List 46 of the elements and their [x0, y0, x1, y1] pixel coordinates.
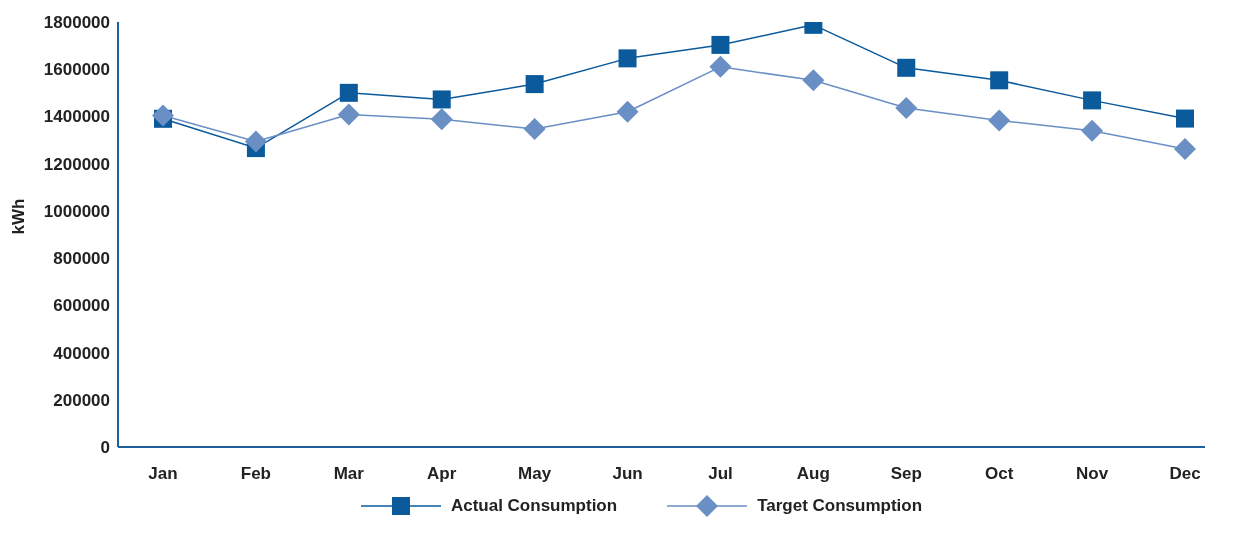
y-tick-label: 1600000 [43, 60, 110, 80]
point [430, 108, 453, 131]
point [802, 69, 825, 92]
point [523, 117, 546, 140]
point [244, 130, 267, 153]
x-tick-label: Mar [333, 464, 365, 484]
point [339, 83, 358, 102]
point [337, 103, 360, 126]
x-tick-label: Jan [148, 464, 178, 484]
point [618, 49, 637, 68]
point [990, 71, 1009, 90]
x-tick-label: Nov [1076, 464, 1109, 484]
point [897, 58, 916, 77]
y-tick-label: 1400000 [43, 107, 110, 127]
point [988, 109, 1011, 132]
x-tick-label: Aug [796, 464, 830, 484]
x-tick-label: Feb [240, 464, 272, 484]
point [895, 96, 918, 119]
point [616, 100, 639, 123]
point [432, 90, 451, 109]
point [711, 35, 730, 54]
x-tick-label: Jul [708, 464, 733, 484]
point [525, 75, 544, 94]
x-tick-label: Oct [985, 464, 1014, 484]
y-tick-label: 1800000 [43, 13, 110, 33]
y-tick-label: 800000 [53, 249, 110, 269]
x-tick-label: Dec [1169, 464, 1201, 484]
point [709, 55, 732, 78]
y-tick-label: 600000 [53, 296, 110, 316]
x-tick-label: Apr [427, 464, 457, 484]
y-tick-label: 200000 [53, 390, 110, 410]
point [1176, 109, 1194, 128]
y-tick-label: 0 [100, 438, 110, 458]
y-tick-label: 1000000 [43, 201, 110, 221]
legend-label: Actual Consumption [450, 496, 618, 516]
point [152, 104, 174, 127]
y-tick-label: 1200000 [43, 154, 110, 174]
legend-label: Target Consumption [757, 496, 923, 516]
x-tick-label: May [518, 464, 552, 484]
y-axis-title: kWh [9, 198, 29, 235]
x-tick-label: Sep [890, 464, 922, 484]
point [1083, 91, 1102, 110]
point [1174, 138, 1196, 161]
x-tick-label: Jun [612, 464, 643, 484]
y-tick-label: 400000 [53, 343, 110, 363]
point [1081, 119, 1104, 142]
